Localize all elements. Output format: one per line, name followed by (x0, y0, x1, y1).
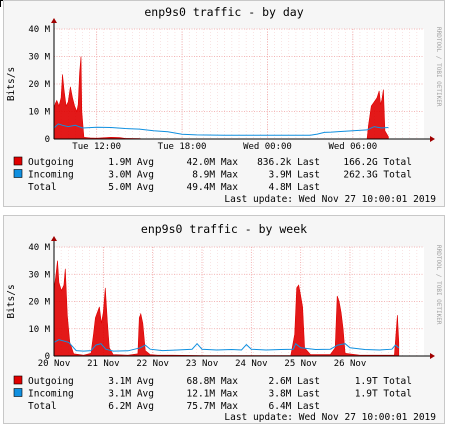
week-legend-max-total: 75.7M Max (187, 401, 239, 412)
week-x-tick-label: 25 Nov (284, 359, 317, 369)
day-legend-avg-incoming: 3.0M Avg (108, 170, 154, 181)
day-legend-max-total: 49.4M Max (187, 182, 239, 193)
week-legend-name-total: Total (28, 401, 57, 412)
day-y-tick-label: 10 M (28, 108, 50, 118)
day-legend-max-outgoing: 42.0M Max (187, 157, 239, 168)
week-x-tick-label: 21 Nov (87, 359, 120, 369)
week-last-update: Last update: Wed Nov 27 10:00:01 2019 (224, 412, 436, 423)
week-y-axis-arrow (51, 236, 57, 241)
day-x-tick-label: Tue 12:00 (72, 142, 121, 152)
day-x-tick-label: Wed 00:00 (243, 142, 292, 152)
day-legend-avg-total: 5.0M Avg (108, 182, 154, 193)
week-legend-swatch-incoming (13, 388, 23, 397)
day-y-tick-label: 40 M (28, 25, 50, 35)
day-legend-name-incoming: Incoming (28, 170, 74, 181)
week-legend-last-incoming: 3.8M Last (269, 389, 320, 400)
day-y-axis-label: Bits/s (6, 67, 17, 101)
week-y-tick-label: 30 M (28, 270, 50, 280)
week-legend-avg-incoming: 3.1M Avg (108, 389, 154, 400)
day-series-outgoing-area (53, 56, 389, 140)
day-y-tick-label: 30 M (28, 53, 50, 63)
week-x-tick-label: 23 Nov (186, 359, 219, 369)
day-legend-total-incoming: 262.3G Total (343, 170, 412, 181)
day-x-tick-label: Tue 18:00 (158, 142, 207, 152)
day-legend-last-incoming: 3.9M Last (269, 170, 320, 181)
chart-svg-week: enp9s0 traffic - by week RRDTOOL / TOBI O… (6, 222, 442, 423)
day-legend-swatch-outgoing (13, 156, 23, 166)
day-legend-last-total: 4.8M Last (269, 182, 320, 193)
day-last-update: Last update: Wed Nov 27 10:00:01 2019 (224, 194, 436, 205)
week-y-tick-label: 0 (45, 352, 50, 362)
week-legend-max-outgoing: 68.8M Max (187, 376, 239, 387)
day-legend-avg-outgoing: 1.9M Avg (108, 157, 154, 168)
week-x-tick-label: 26 Nov (334, 359, 367, 369)
week-legend-swatch-outgoing (13, 375, 23, 385)
day-x-tick-label: Wed 06:00 (328, 142, 377, 152)
chart-panel-day: enp9s0 traffic - by day RRDTOOL / TOBI OE… (3, 0, 445, 207)
week-y-tick-label: 10 M (28, 325, 50, 335)
day-y-tick-label: 0 (45, 135, 50, 145)
week-legend-max-incoming: 12.1M Max (187, 389, 239, 400)
day-legend-max-incoming: 8.9M Max (192, 170, 238, 181)
week-legend-last-total: 6.4M Last (269, 401, 320, 412)
week-legend-name-outgoing: Outgoing (28, 376, 74, 387)
week-y-axis-label: Bits/s (6, 284, 17, 318)
week-x-tick-label: 24 Nov (235, 359, 268, 369)
week-watermark: RRDTOOL / TOBI OETIKER (435, 245, 442, 325)
chart-panel-week: enp9s0 traffic - by week RRDTOOL / TOBI O… (3, 215, 445, 424)
week-x-tick-label: 22 Nov (136, 359, 169, 369)
day-watermark: RRDTOOL / TOBI OETIKER (435, 27, 442, 107)
week-legend-last-outgoing: 2.6M Last (269, 376, 320, 387)
day-y-axis-arrow (51, 18, 57, 23)
day-grid (54, 28, 424, 139)
week-chart-title: enp9s0 traffic - by week (141, 222, 307, 236)
day-y-tick-label: 20 M (28, 80, 50, 90)
week-legend-name-incoming: Incoming (28, 389, 74, 400)
week-legend-avg-total: 6.2M Avg (108, 401, 154, 412)
day-series-incoming-line (53, 123, 389, 136)
day-legend-swatch-incoming (13, 169, 23, 178)
week-y-tick-label: 40 M (28, 243, 50, 253)
day-legend-name-total: Total (28, 182, 57, 193)
chart-svg-day: enp9s0 traffic - by day RRDTOOL / TOBI OE… (6, 5, 442, 205)
day-legend-total-outgoing: 166.2G Total (343, 157, 412, 168)
day-legend-last-outgoing: 836.2k Last (257, 157, 320, 168)
day-chart-title: enp9s0 traffic - by day (144, 5, 303, 19)
week-legend-total-outgoing: 1.9T Total (355, 376, 412, 387)
week-x-axis-arrow (430, 353, 435, 359)
day-x-axis-arrow (430, 136, 435, 142)
week-x-tick-label: 20 Nov (38, 359, 71, 369)
day-legend-name-outgoing: Outgoing (28, 157, 74, 168)
week-legend-total-incoming: 1.9T Total (355, 389, 412, 400)
week-legend-avg-outgoing: 3.1M Avg (108, 376, 154, 387)
week-series-incoming-line (53, 339, 400, 352)
week-y-tick-label: 20 M (28, 298, 50, 308)
